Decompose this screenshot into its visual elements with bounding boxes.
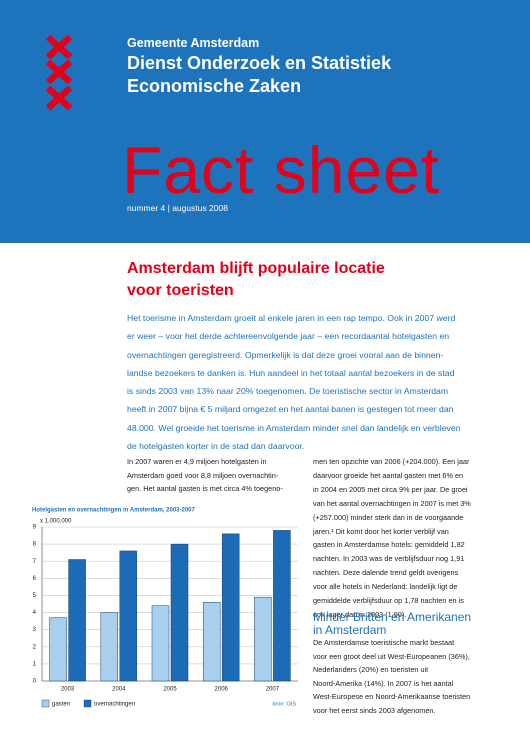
text-line: voor het eerst sinds 2003 afgenomen. bbox=[313, 705, 436, 715]
text-line: jaren.¹ Dit komt door het korter verblij… bbox=[313, 526, 449, 536]
y-tick-label: 8 bbox=[33, 542, 37, 548]
text-line: van het aantal overnachtingen in 2007 is… bbox=[313, 498, 471, 508]
department: Dienst Onderzoek en Statistiek Economisch… bbox=[127, 52, 391, 98]
right-column: men ten opzichte van 2006 (+204.000). Ee… bbox=[313, 455, 471, 622]
subsection: De Amsterdamse toeristische markt bestaa… bbox=[313, 636, 470, 718]
x-tick-label: 2007 bbox=[266, 687, 280, 693]
text-line: voor alle hotels in Nederland: landelijk… bbox=[313, 582, 458, 592]
intro-line: 48.000. Wel groeide het toerisme in Amst… bbox=[127, 422, 461, 433]
text-line: Amsterdam goed voor 8,8 miljoen overnach… bbox=[127, 470, 279, 480]
y-tick-label: 4 bbox=[33, 610, 37, 616]
heading-line: Amsterdam blijft populaire locatie bbox=[127, 260, 385, 277]
text-line: Noord-Amerika (14%). In 2007 is het aant… bbox=[313, 678, 454, 688]
y-tick-label: 0 bbox=[33, 679, 37, 685]
legend-label: overnachtingen bbox=[94, 702, 135, 708]
header-band bbox=[0, 0, 530, 243]
bar bbox=[170, 543, 189, 682]
y-tick-label: 2 bbox=[33, 644, 37, 650]
text-line: in 2004 en 2005 met circa 9% per jaar. D… bbox=[313, 484, 468, 494]
text-line: (+257.000) minder sterk dan in de voorga… bbox=[313, 512, 464, 522]
text-line: nachten. Deze dalende trend geldt overig… bbox=[313, 568, 459, 578]
x-tick-label: 2005 bbox=[163, 687, 177, 693]
heading-line: voor toeristen bbox=[127, 282, 234, 299]
x-tick-label: 2004 bbox=[112, 687, 126, 693]
bar bbox=[100, 612, 119, 682]
chart-title: Hotelgasten en overnachtingen in Amsterd… bbox=[32, 508, 195, 514]
chart: Hotelgasten en overnachtingen in Amsterd… bbox=[32, 508, 298, 708]
city-logo bbox=[45, 34, 73, 111]
organization: Gemeente Amsterdam bbox=[127, 36, 260, 50]
x-tick-label: 2003 bbox=[61, 687, 75, 693]
subheading: Minder Britten en Amerikanen in Amsterdam bbox=[313, 611, 471, 637]
source: bron: OIS bbox=[272, 701, 296, 707]
text-line: gemiddelde verblijfsduur op 1,78 nachten… bbox=[313, 596, 464, 606]
y-tick-label: 1 bbox=[33, 661, 37, 667]
text-line: ook lager dan in 2003 (1,90). bbox=[313, 609, 407, 619]
text-line: men ten opzichte van 2006 (+204.000). Ee… bbox=[313, 457, 470, 466]
left-column: In 2007 waren er 4,9 miljoen hotelgasten… bbox=[127, 455, 283, 496]
subheading-line: Minder Britten en Amerikanen bbox=[313, 610, 472, 624]
issue: nummer 4 | augustus 2008 bbox=[127, 203, 228, 213]
text-line: gen. Het aantal gasten is met circa 4% t… bbox=[127, 484, 283, 493]
legend-swatch bbox=[41, 699, 50, 708]
bar bbox=[202, 602, 221, 682]
bar bbox=[119, 550, 138, 682]
text-line: West-Europese en Noord-Amerikaanse toeri… bbox=[313, 692, 471, 702]
intro-line: er weer – voor het derde achtereenvolgen… bbox=[127, 331, 450, 342]
legend-label: gasten bbox=[52, 702, 70, 708]
legend-swatch bbox=[83, 699, 92, 708]
y-unit: x 1.000.000 bbox=[40, 519, 72, 525]
intro: Het toerisme in Amsterdam groeit al enke… bbox=[127, 309, 461, 455]
text-line: De Amsterdamse toeristische markt bestaa… bbox=[313, 638, 455, 647]
bar bbox=[68, 559, 86, 682]
department-line: Dienst Onderzoek en Statistiek bbox=[127, 53, 392, 73]
y-tick-label: 5 bbox=[33, 593, 37, 599]
fact-sheet-title: Fact sheet bbox=[122, 133, 441, 207]
intro-line: heeft in 2007 bijna € 5 miljard omgezet … bbox=[127, 404, 454, 415]
text-line: voor een groot deel uit West-Europeanen … bbox=[313, 651, 470, 661]
text-line: daarvoor groeide het aantal gasten met 6… bbox=[313, 470, 464, 480]
y-tick-label: 3 bbox=[33, 627, 37, 633]
intro-line: Het toerisme in Amsterdam groeit al enke… bbox=[127, 313, 456, 323]
y-tick-label: 7 bbox=[33, 559, 37, 565]
article-heading: Amsterdam blijft populaire locatie voor t… bbox=[127, 258, 385, 302]
text-line: Nederlanders (20%) en toeristen uit bbox=[313, 665, 429, 675]
bar bbox=[254, 596, 272, 682]
department-line: Economische Zaken bbox=[127, 76, 302, 96]
y-tick-label: 6 bbox=[33, 576, 37, 582]
intro-line: de hotelgasten korter in de stad dan daa… bbox=[127, 441, 305, 452]
y-tick-label: 9 bbox=[33, 525, 37, 531]
bar bbox=[49, 617, 67, 682]
intro-line: overnachtingen geregistreerd. Opmerkelij… bbox=[127, 349, 444, 360]
subheading-line: in Amsterdam bbox=[313, 623, 387, 637]
bar bbox=[221, 533, 240, 682]
text-line: gasten in Amsterdamse hotels: gemiddeld … bbox=[313, 540, 465, 550]
bar bbox=[273, 530, 291, 682]
intro-line: is sinds 2003 van 13% naar 20% toegenome… bbox=[127, 386, 449, 397]
bar bbox=[151, 605, 170, 682]
intro-line: landse bezoekers te danken is. Hun aande… bbox=[127, 367, 455, 378]
text-line: nachten. In 2003 was de verblijfsduur no… bbox=[313, 554, 465, 564]
text-line: In 2007 waren er 4,9 miljoen hotelgasten… bbox=[127, 457, 267, 466]
x-tick-label: 2006 bbox=[215, 687, 229, 693]
